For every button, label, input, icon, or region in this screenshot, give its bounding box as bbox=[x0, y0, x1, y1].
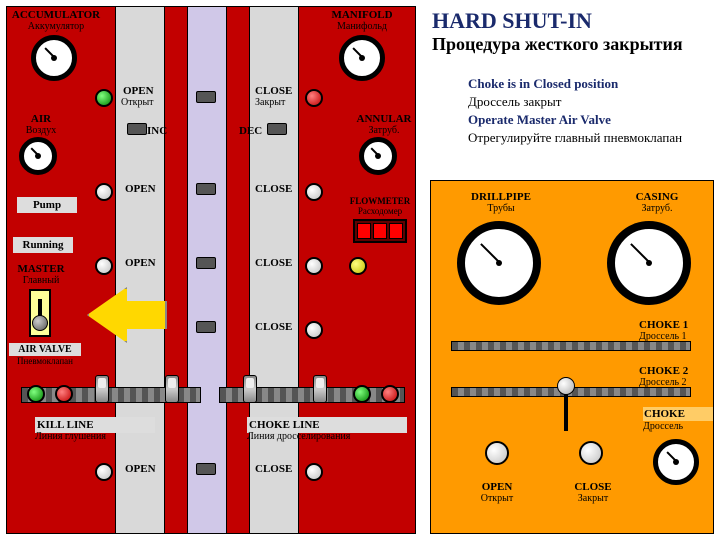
inc-button[interactable] bbox=[127, 123, 147, 135]
choke1-label: CHOKE 1 bbox=[639, 319, 713, 331]
ram-switch[interactable] bbox=[196, 183, 216, 195]
title-ru: Процедура жесткого закрытия bbox=[432, 34, 683, 55]
ram-open-lamp bbox=[95, 183, 113, 201]
drillpipe-label: DRILLPIPE bbox=[461, 191, 541, 203]
annular-gauge bbox=[359, 137, 397, 175]
step-3: Operate Master Air Valve bbox=[468, 112, 611, 128]
manifold-label: MANIFOLD bbox=[317, 9, 407, 21]
title-en: HARD SHUT-IN bbox=[432, 8, 592, 34]
r-open-label: OPEN bbox=[467, 481, 527, 493]
open-sub-1: Открыт bbox=[121, 97, 154, 108]
choke-switch-1[interactable] bbox=[243, 375, 257, 403]
casing-label: CASING bbox=[617, 191, 697, 203]
manifold-sub: Манифольд bbox=[317, 21, 407, 32]
choke1-bar bbox=[451, 341, 691, 351]
kill-lamp-r bbox=[55, 385, 73, 403]
step-4: Отрегулируйте главный пневмоклапан bbox=[468, 130, 682, 146]
step-2: Дроссель закрыт bbox=[468, 94, 561, 110]
bop-panel: ACCUMULATOR Аккумулятор MANIFOLD Манифол… bbox=[6, 6, 416, 534]
choke-label: CHOKE bbox=[643, 407, 713, 421]
kc-open-lamp bbox=[95, 463, 113, 481]
close-label-1: CLOSE bbox=[255, 85, 292, 97]
air-gauge bbox=[19, 137, 57, 175]
open-label-1: OPEN bbox=[123, 85, 154, 97]
air-sub: Воздух bbox=[11, 125, 71, 136]
kc-switch[interactable] bbox=[196, 463, 216, 475]
step-1: Choke is in Closed position bbox=[468, 76, 618, 92]
kill-lamp-g bbox=[27, 385, 45, 403]
open-label-3: OPEN bbox=[125, 257, 156, 269]
casing-gauge bbox=[607, 221, 691, 305]
blind-switch[interactable] bbox=[196, 257, 216, 269]
blind-open-lamp bbox=[95, 257, 113, 275]
kill-switch-1[interactable] bbox=[95, 375, 109, 403]
running-label: Running bbox=[13, 237, 73, 253]
master-label: MASTER bbox=[9, 263, 73, 275]
choke-close-knob[interactable] bbox=[579, 441, 603, 465]
lower-switch[interactable] bbox=[196, 321, 216, 333]
accumulator-sub: Аккумулятор bbox=[11, 21, 101, 32]
annular-open-lamp bbox=[95, 89, 113, 107]
ram-close-lamp bbox=[305, 183, 323, 201]
r-close-label: CLOSE bbox=[563, 481, 623, 493]
choke-open-knob[interactable] bbox=[485, 441, 509, 465]
accumulator-gauge bbox=[31, 35, 77, 81]
inc-label: INC bbox=[147, 125, 167, 137]
choke-lever[interactable] bbox=[557, 377, 575, 431]
kill-sub: Линия глушения bbox=[35, 431, 155, 442]
dec-button[interactable] bbox=[267, 123, 287, 135]
choke-lamp-r bbox=[381, 385, 399, 403]
ext-lamp bbox=[349, 257, 367, 275]
lower-close-lamp bbox=[305, 321, 323, 339]
airvalve-sub: Пневмоклапан bbox=[9, 357, 81, 367]
accumulator-label: ACCUMULATOR bbox=[11, 9, 101, 21]
close-label-2: CLOSE bbox=[255, 183, 292, 195]
air-label: AIR bbox=[11, 113, 71, 125]
open-label-5: OPEN bbox=[125, 463, 156, 475]
flowmeter-sub: Расходомер bbox=[345, 207, 415, 217]
choke-panel: DRILLPIPE Трубы CASING Затруб. CHOKE 1 Д… bbox=[430, 180, 714, 534]
airvalve-label: AIR VALVE bbox=[9, 343, 81, 356]
close-label-4: CLOSE bbox=[255, 321, 292, 333]
column-mid bbox=[187, 7, 227, 533]
close-label-3: CLOSE bbox=[255, 257, 292, 269]
manifold-gauge bbox=[339, 35, 385, 81]
close-label-5: CLOSE bbox=[255, 463, 292, 475]
drillpipe-gauge bbox=[457, 221, 541, 305]
annular-close-lamp bbox=[305, 89, 323, 107]
kill-switch-2[interactable] bbox=[165, 375, 179, 403]
choke-switch-2[interactable] bbox=[313, 375, 327, 403]
chokeline-sub: Линия дросселирования bbox=[247, 431, 407, 442]
kc-close-lamp bbox=[305, 463, 323, 481]
open-label-2: OPEN bbox=[125, 183, 156, 195]
choke2-label: CHOKE 2 bbox=[639, 365, 713, 377]
close-sub-1: Закрыт bbox=[255, 97, 285, 108]
master-sub: Главный bbox=[9, 275, 73, 286]
annular-switch[interactable] bbox=[196, 91, 216, 103]
choke-sub: Дроссель bbox=[643, 421, 713, 432]
casing-sub: Затруб. bbox=[617, 203, 697, 214]
master-knob[interactable] bbox=[32, 315, 48, 331]
choke-gauge bbox=[653, 439, 699, 485]
r-close-sub: Закрыт bbox=[563, 493, 623, 504]
blind-close-lamp bbox=[305, 257, 323, 275]
annular-sub: Затруб. bbox=[351, 125, 417, 136]
pump-label: Pump bbox=[17, 197, 77, 213]
dec-label: DEC bbox=[239, 125, 262, 137]
drillpipe-sub: Трубы bbox=[461, 203, 541, 214]
choke-lamp-g bbox=[353, 385, 371, 403]
annular-label: ANNULAR bbox=[351, 113, 417, 125]
flowmeter bbox=[353, 219, 407, 243]
r-open-sub: Открыт bbox=[467, 493, 527, 504]
